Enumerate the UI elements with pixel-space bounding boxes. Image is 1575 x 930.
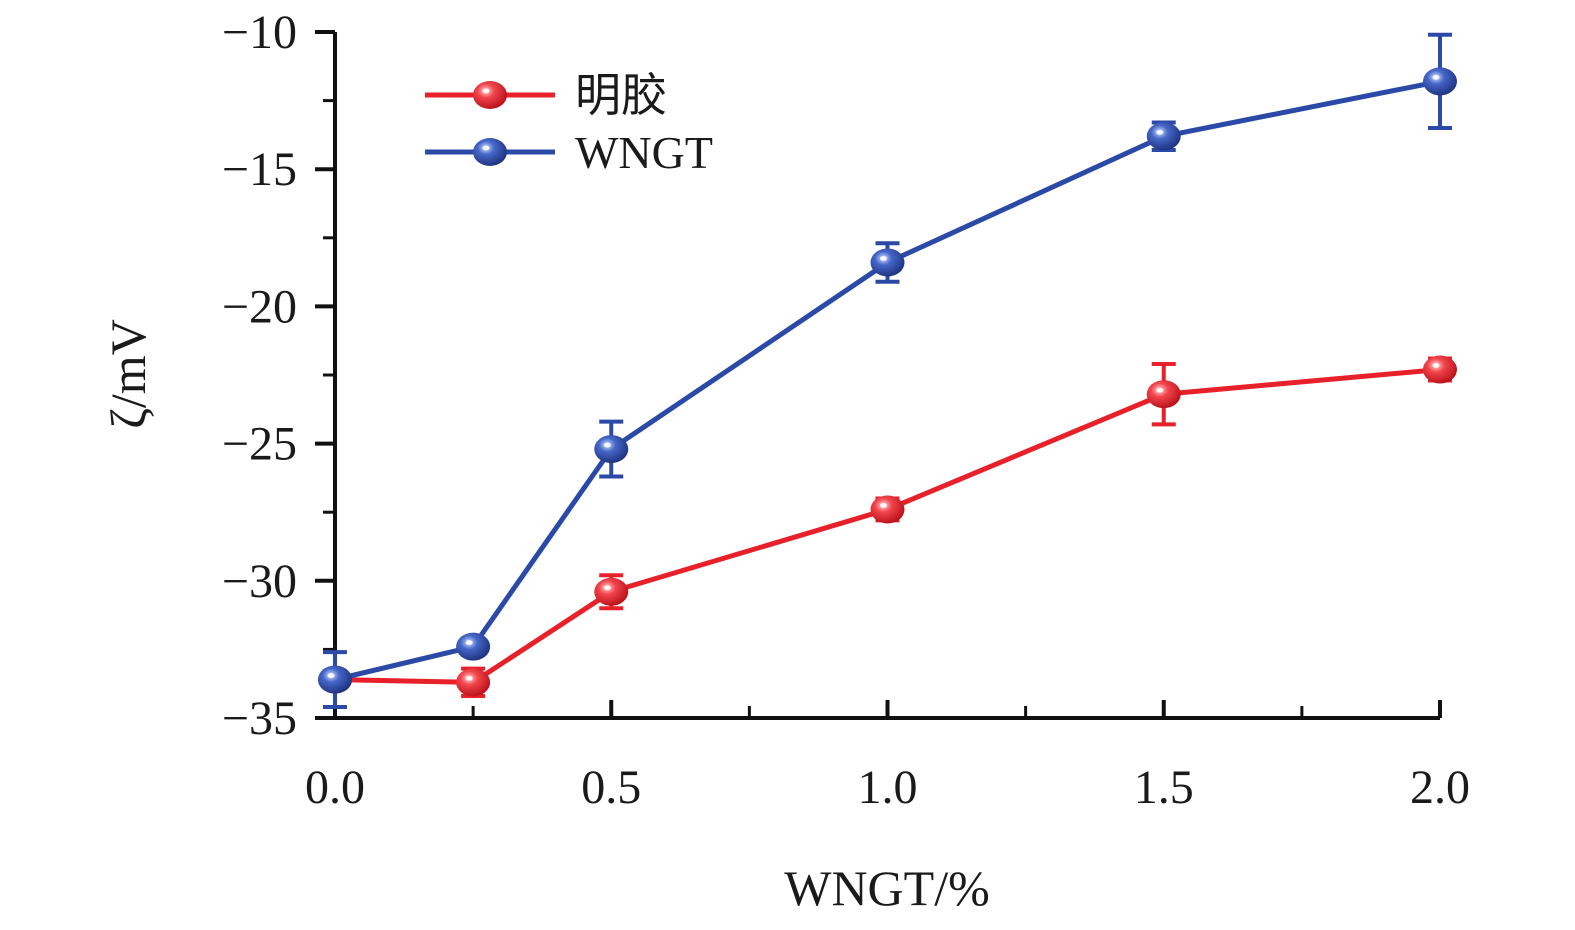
data-point-highlight xyxy=(1432,363,1440,369)
data-point-highlight xyxy=(465,640,473,646)
x-tick-label: 2.0 xyxy=(1410,761,1470,814)
legend-item-1: 明胶 xyxy=(425,70,667,121)
series-layer xyxy=(318,32,1457,710)
data-point xyxy=(1146,380,1181,409)
axes: −10 −15 −20 −25 −30 −350.0 0.5 1.0 1.5 2.0 xyxy=(222,6,1470,814)
x-axis-title: WNGT/% xyxy=(784,860,990,916)
y-tick-label: −30 xyxy=(222,555,297,608)
data-point xyxy=(318,665,352,694)
y-tick-label: −35 xyxy=(222,692,297,745)
data-point xyxy=(1146,122,1181,151)
legend-label: WNGT xyxy=(575,127,713,178)
y-tick-label: −25 xyxy=(222,418,297,471)
x-tick-label: 0.0 xyxy=(305,761,365,814)
legend-item-2: WNGT xyxy=(425,127,713,178)
y-tick-label: −15 xyxy=(222,143,297,196)
y-tick-label: −20 xyxy=(222,280,297,333)
y-tick-label: −10 xyxy=(222,6,297,59)
legend: 明胶 WNGT xyxy=(425,70,713,178)
data-point xyxy=(1423,355,1457,384)
data-point-highlight xyxy=(327,673,335,679)
data-point-highlight xyxy=(1156,129,1164,135)
x-tick-label: 1.5 xyxy=(1134,761,1194,814)
legend-marker-highlight xyxy=(482,145,490,151)
data-point xyxy=(1423,67,1457,96)
data-point xyxy=(594,577,629,606)
x-tick-label: 1.0 xyxy=(858,761,918,814)
y-axis-title: ζ/mV xyxy=(100,319,156,429)
legend-label: 明胶 xyxy=(575,70,667,121)
data-point xyxy=(456,632,491,661)
data-point xyxy=(456,668,491,697)
data-point-highlight xyxy=(1156,387,1164,393)
data-point-highlight xyxy=(880,255,887,261)
data-point-highlight xyxy=(1432,74,1440,80)
legend-marker xyxy=(473,81,507,109)
data-point-highlight xyxy=(880,502,887,508)
data-point xyxy=(870,248,905,277)
data-point-highlight xyxy=(603,442,611,448)
series-2 xyxy=(318,32,1457,710)
data-point xyxy=(870,495,905,524)
series-line xyxy=(334,78,1441,683)
data-point xyxy=(594,435,629,464)
legend-marker-highlight xyxy=(482,88,490,94)
x-tick-label: 0.5 xyxy=(581,761,641,814)
legend-marker xyxy=(473,138,507,166)
series-line xyxy=(334,367,1441,685)
data-point-highlight xyxy=(603,585,611,591)
data-point-highlight xyxy=(465,675,473,681)
